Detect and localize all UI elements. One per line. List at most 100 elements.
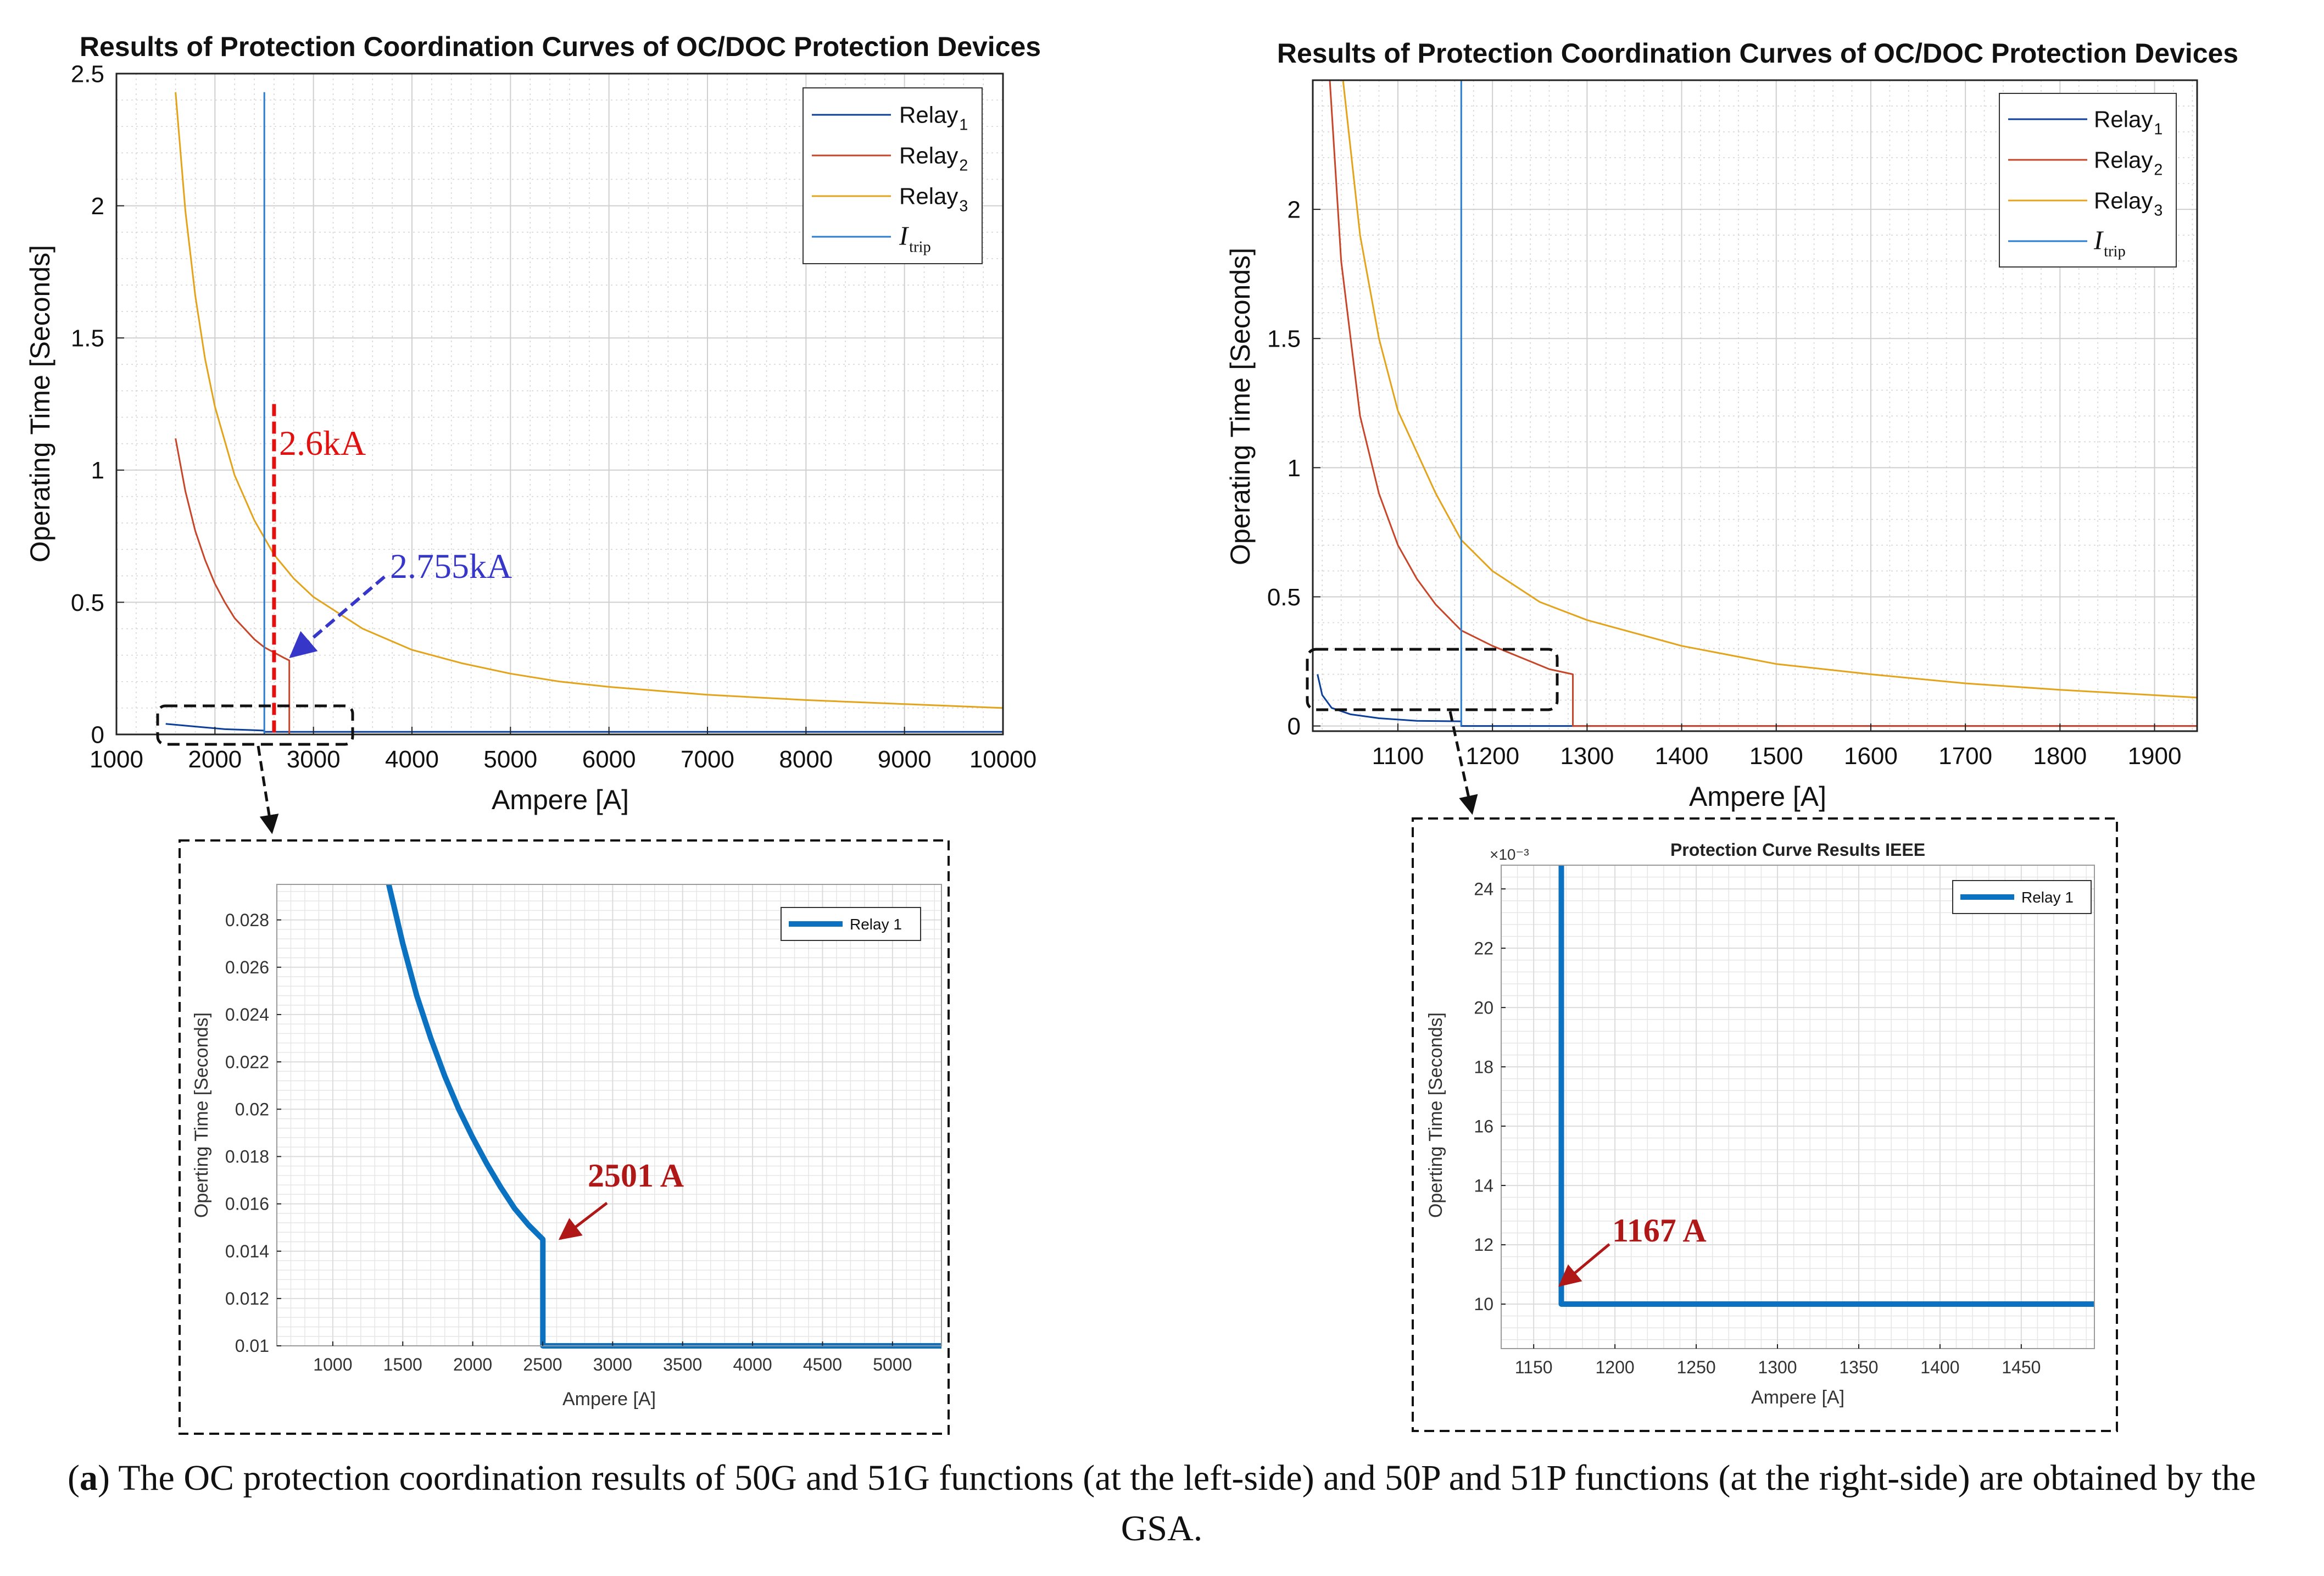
x-tick-label: 1250 xyxy=(1676,1357,1715,1377)
left-inset-ylabel: Operting Time [Seconds] xyxy=(191,1012,212,1218)
left-inset-series xyxy=(386,883,941,1349)
y-tick-label: 0.022 xyxy=(225,1052,269,1072)
x-tick-label: 10000 xyxy=(969,746,1036,773)
x-tick-label: 4000 xyxy=(733,1355,772,1374)
legend-entry: Relay 1 xyxy=(850,916,902,933)
left-inset-legend: Relay 1 xyxy=(781,907,921,941)
right-main-ticks: 1100 1200 1300 1400 1500 1600 1700 1800 1900 0 0.5… xyxy=(1267,197,2182,770)
left-main-title: Results of Protection Coordination Curve… xyxy=(80,31,1041,62)
series-line-relay3 xyxy=(175,92,1004,709)
right-main-series xyxy=(1317,80,2198,727)
right-inset-plot-area xyxy=(1501,865,2094,1349)
right-main-grid xyxy=(1313,80,2197,731)
right-inset-axes-box xyxy=(1501,865,2095,1349)
x-tick-label: 1150 xyxy=(1515,1357,1553,1377)
y-tick-label: 0.5 xyxy=(1267,584,1301,611)
x-tick-label: 1900 xyxy=(2128,743,2182,770)
x-tick-label: 1200 xyxy=(1596,1357,1635,1377)
y-tick-label: 0.026 xyxy=(225,957,269,977)
x-tick-label: 2000 xyxy=(188,746,242,773)
x-tick-label: 1500 xyxy=(1749,743,1803,770)
right-inset-ylabel: Operting Time [Seconds] xyxy=(1425,1012,1446,1218)
series-line-relay-1 xyxy=(386,883,941,1349)
left-main-zoom-box xyxy=(156,704,354,746)
right-main-zoom-box xyxy=(1306,648,1559,711)
x-tick-label: 4000 xyxy=(385,746,439,773)
right-inset-title: Protection Curve Results IEEE xyxy=(1670,840,1925,860)
right-inset-series xyxy=(1558,865,2094,1307)
series-line-relay3 xyxy=(1342,80,2198,699)
y-tick-label: 0.014 xyxy=(225,1241,269,1261)
y-tick-label: 10 xyxy=(1474,1294,1493,1314)
right-main-annotations xyxy=(1306,648,1559,815)
x-tick-label: 7000 xyxy=(681,746,734,773)
left-main-chart: Results of Protection Coordination Curve… xyxy=(25,31,1041,834)
y-tick-label: 1.5 xyxy=(71,325,104,352)
y-tick-label: 0.5 xyxy=(71,589,104,616)
right-main-ylabel: Operating Time [Seconds] xyxy=(1225,248,1256,565)
x-tick-label: 2500 xyxy=(523,1355,562,1374)
left-inset: 1000 1500 2000 2500 3000 3500 4000 4500 5000 0.01… xyxy=(179,839,950,1435)
right-inset-grid xyxy=(1501,865,2094,1349)
x-tick-label: 1000 xyxy=(313,1355,352,1374)
y-tick-label: 2 xyxy=(91,193,104,220)
y-tick-label: 0 xyxy=(91,721,104,748)
y-tick-label: 1 xyxy=(91,457,104,484)
x-tick-label: 1000 xyxy=(90,746,143,773)
right-inset-xlabel: Ampere [A] xyxy=(1751,1387,1844,1408)
y-tick-label: 0 xyxy=(1288,713,1301,740)
x-tick-label: 1600 xyxy=(1844,743,1898,770)
y-tick-label: 0.024 xyxy=(225,1005,269,1024)
left-inset-plot-area xyxy=(277,884,941,1346)
left-inset-ticks: 1000 1500 2000 2500 3000 3500 4000 4500 5000 0.01… xyxy=(225,910,912,1374)
x-tick-label: 1400 xyxy=(1655,743,1709,770)
right-main-chart: Results of Protection Coordination Curve… xyxy=(1225,38,2238,815)
y-tick-label: 2.5 xyxy=(71,60,104,87)
y-tick-label: 24 xyxy=(1474,879,1493,899)
figure-caption: (a) The OC protection coordination resul… xyxy=(67,1458,2256,1549)
legend-entry: Relay 1 xyxy=(2021,889,2074,906)
x-tick-label: 6000 xyxy=(582,746,636,773)
left-main-2-755ka-arrow xyxy=(289,575,386,659)
series-line-relay2 xyxy=(175,438,1003,736)
y-tick-label: 12 xyxy=(1474,1235,1493,1255)
left-inset-xlabel: Ampere [A] xyxy=(562,1389,656,1410)
x-tick-label: 5000 xyxy=(873,1355,912,1374)
y-tick-label: 0.018 xyxy=(225,1147,269,1167)
left-main-ticks: 1000 2000 3000 4000 5000 6000 7000 8000 9000 1000… xyxy=(71,60,1036,773)
left-main-ylabel: Operating Time [Seconds] xyxy=(25,245,55,563)
y-tick-label: 0.01 xyxy=(235,1336,269,1356)
x-tick-label: 1800 xyxy=(2033,743,2087,770)
x-tick-label: 1200 xyxy=(1465,743,1519,770)
left-main-2-755ka-label: 2.755kA xyxy=(390,547,512,586)
x-tick-label: 1400 xyxy=(1920,1357,1959,1377)
y-tick-label: 0.02 xyxy=(235,1099,269,1119)
left-main-series xyxy=(165,92,1004,736)
y-tick-label: 22 xyxy=(1474,938,1493,958)
x-tick-label: 4500 xyxy=(803,1355,842,1374)
series-line-relay-1 xyxy=(1558,865,2094,1307)
right-inset-1167a-arrow xyxy=(1558,1243,1610,1287)
x-tick-label: 1300 xyxy=(1758,1357,1797,1377)
x-tick-label: 1100 xyxy=(1372,743,1424,770)
left-inset-axes-box xyxy=(276,884,942,1346)
caption-label: a xyxy=(79,1458,98,1498)
left-main-zoom-pointer xyxy=(257,745,279,834)
y-tick-label: 2 xyxy=(1288,197,1301,224)
right-inset-1167a-label: 1167 A xyxy=(1612,1212,1707,1249)
legend-box xyxy=(1999,93,2177,268)
right-inset-legend: Relay 1 xyxy=(1952,880,2092,914)
right-main-xlabel: Ampere [A] xyxy=(1689,781,1826,812)
x-tick-label: 9000 xyxy=(878,746,932,773)
x-tick-label: 8000 xyxy=(779,746,833,773)
x-tick-label: 3000 xyxy=(593,1355,632,1374)
left-main-annotations: 2.6kA 2.755kA xyxy=(156,404,512,834)
right-inset-ticks: 1150 1200 1250 1300 1350 1400 1450 10 12 14 16 18 20… xyxy=(1474,879,2041,1377)
x-tick-label: 5000 xyxy=(483,746,537,773)
left-inset-2501a-label: 2501 A xyxy=(588,1157,684,1194)
right-inset: Protection Curve Results IEEE 1150 1200 12… xyxy=(1412,817,2118,1432)
y-tick-label: 16 xyxy=(1474,1116,1493,1136)
